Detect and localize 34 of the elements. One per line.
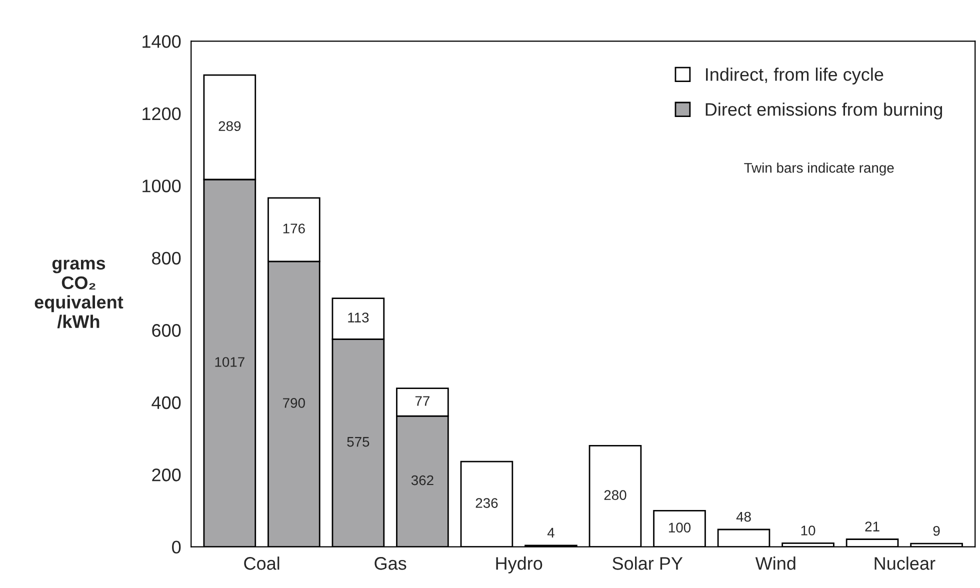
data-label: 113 [348, 312, 369, 322]
data-label: 4 [547, 528, 554, 538]
data-label: 176 [283, 224, 305, 234]
data-label: 48 [736, 512, 751, 522]
data-label: 21 [865, 522, 880, 532]
data-label: 289 [218, 121, 241, 132]
annotation: Twin bars indicate range [744, 162, 894, 176]
y-tick-label: 1400 [142, 35, 181, 48]
data-label: 9 [933, 526, 940, 536]
y-tick-label: 1200 [142, 107, 181, 120]
x-tick-label: Gas [374, 557, 406, 570]
data-label: 77 [415, 396, 430, 406]
x-tick-label: Nuclear [874, 556, 936, 570]
data-label: 236 [476, 498, 498, 508]
legend-label: Indirect, from life cycle [706, 68, 884, 84]
data-label: 10 [801, 526, 816, 536]
y-axis-title: grams CO₂ equivalent /kWh [34, 260, 124, 328]
y-tick-label: 200 [152, 468, 181, 482]
x-tick-label: Coal [244, 556, 280, 570]
y-tick-label: 400 [152, 396, 181, 410]
x-tick-label: Wind [755, 556, 796, 570]
data-label: 280 [604, 490, 626, 500]
data-label: 100 [668, 522, 691, 533]
data-label: 1017 [215, 357, 244, 367]
y-tick-label: 0 [172, 540, 181, 554]
y-tick-label: 600 [152, 324, 181, 337]
x-tick-label: Hydro [496, 556, 542, 574]
data-label: 362 [411, 475, 434, 486]
legend-label: Direct emissions from burning [706, 102, 942, 120]
data-label: 575 [347, 437, 370, 447]
y-tick-label: 800 [152, 252, 181, 265]
x-tick-label: Solar PY [612, 556, 683, 570]
y-tick-label: 1000 [142, 180, 181, 192]
data-label: 790 [283, 398, 305, 408]
